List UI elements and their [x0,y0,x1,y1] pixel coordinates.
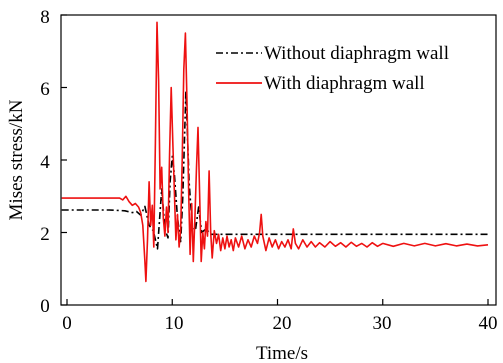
y-axis-title: Mises stress/kN [6,99,27,220]
y-tick-label-2: 2 [40,224,50,245]
x-tick-label-0: 0 [62,313,72,334]
series-line-without-diaphragm-wall [61,90,488,250]
y-tick-label-4: 4 [40,152,50,173]
series-layer [61,21,489,283]
x-tick-label-20: 20 [273,313,292,334]
x-tick-label-30: 30 [373,313,392,334]
x-axis-title: Time/s [256,343,308,363]
y-tick-label-6: 6 [40,79,50,100]
y-tick-label-0: 0 [40,296,50,317]
x-tick-marks [66,299,489,305]
y-tick-marks [61,14,67,306]
series-line-with-diaphragm-wall [61,21,489,283]
y-tick-label-8: 8 [40,7,50,28]
legend-label-without-diaphragm-wall: Without diaphragm wall [264,43,449,64]
legend: Without diaphragm wall With diaphragm wa… [216,43,449,94]
x-tick-label-10: 10 [165,313,184,334]
legend-label-with-diaphragm-wall: With diaphragm wall [264,73,425,94]
x-tick-label-40: 40 [479,313,498,334]
